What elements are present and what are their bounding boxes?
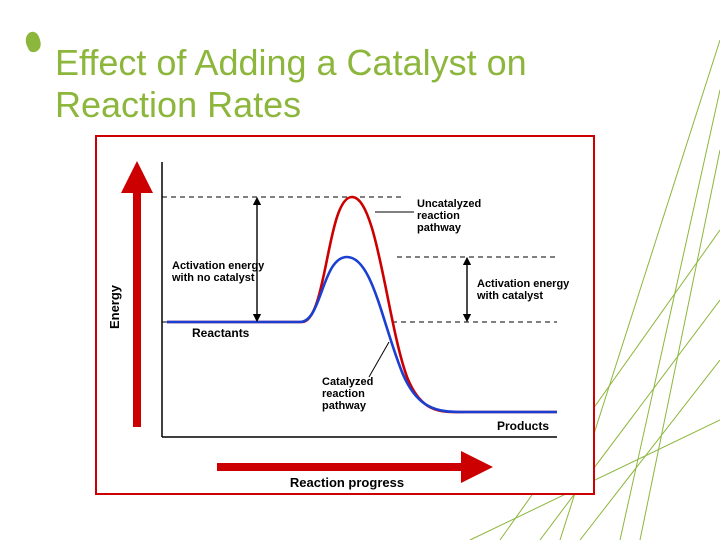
cat-leader bbox=[369, 342, 389, 377]
slide: Effect of Adding a Catalyst on Reaction … bbox=[0, 0, 720, 540]
products-label: Products bbox=[497, 419, 549, 433]
catalyzed-label: Catalyzed reaction pathway bbox=[322, 376, 376, 412]
reactants-label: Reactants bbox=[192, 326, 250, 340]
ea-no-catalyst-label: Activation energy with no catalyst bbox=[171, 260, 267, 284]
uncatalyzed-label: Uncatalyzed reaction pathway bbox=[417, 198, 484, 234]
y-axis-label: Energy bbox=[107, 284, 122, 329]
x-axis-label: Reaction progress bbox=[290, 475, 404, 490]
slide-title: Effect of Adding a Catalyst on Reaction … bbox=[55, 42, 615, 125]
energy-diagram: Energy Reaction progress bbox=[95, 135, 595, 495]
ea-with-catalyst-label: Activation energy with catalyst bbox=[476, 278, 572, 302]
energy-diagram-svg: Energy Reaction progress bbox=[97, 137, 593, 493]
